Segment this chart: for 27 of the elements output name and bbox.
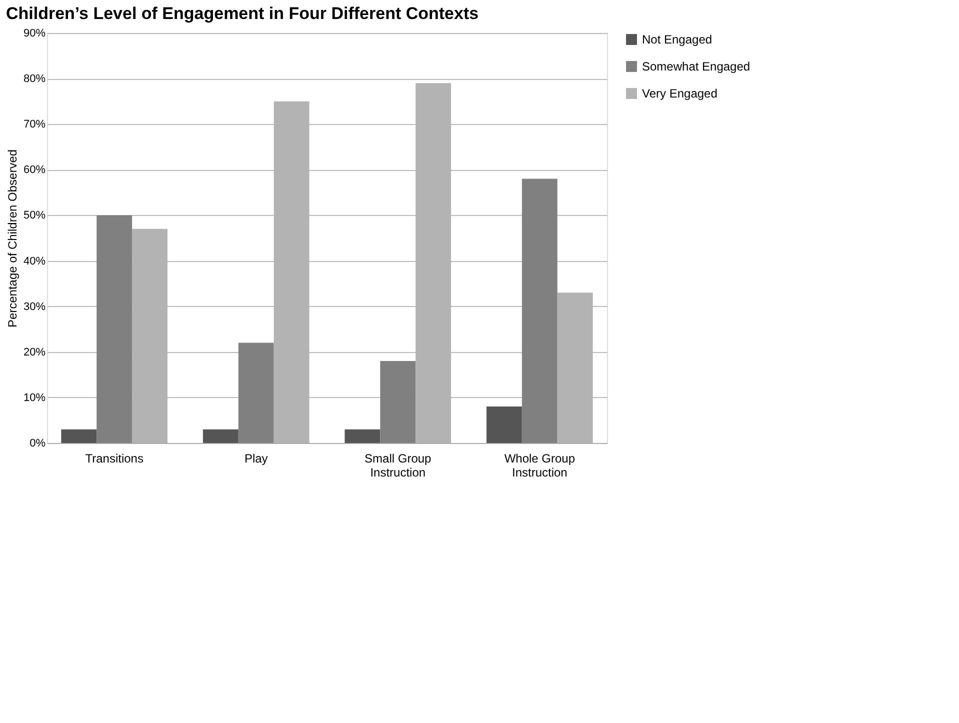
- y-tick-label: 50%: [23, 210, 46, 222]
- bar: [96, 215, 132, 443]
- y-tick-label: 80%: [23, 73, 46, 86]
- bar: [380, 361, 416, 443]
- y-tick-label: 30%: [23, 300, 46, 313]
- bar: [202, 429, 238, 443]
- bar: [522, 178, 558, 443]
- legend-label: Very Engaged: [642, 86, 718, 100]
- bar: [344, 429, 380, 443]
- x-tick-label: Whole Group Instruction: [504, 452, 576, 480]
- x-tick-label: Play: [244, 452, 268, 466]
- x-tick-label: Transitions: [85, 452, 144, 466]
- bar: [238, 342, 274, 443]
- y-axis-title: Percentage of Children Observed: [5, 149, 20, 328]
- y-tick-label: 70%: [23, 118, 46, 131]
- x-tick-label: Small Group Instruction: [364, 452, 432, 480]
- y-tick-label: 0%: [30, 438, 46, 450]
- legend-label: Somewhat Engaged: [642, 60, 750, 74]
- y-tick-label: 60%: [23, 164, 46, 176]
- y-tick-label: 20%: [23, 346, 46, 358]
- y-tick-label: 40%: [23, 255, 46, 268]
- y-tick-label: 90%: [23, 28, 46, 40]
- chart-title: Children’s Level of Engagement in Four Different Contexts: [6, 4, 479, 23]
- legend-label: Not Engaged: [642, 32, 712, 46]
- bar: [486, 406, 522, 443]
- bar: [61, 429, 97, 443]
- y-tick-label: 10%: [23, 392, 46, 404]
